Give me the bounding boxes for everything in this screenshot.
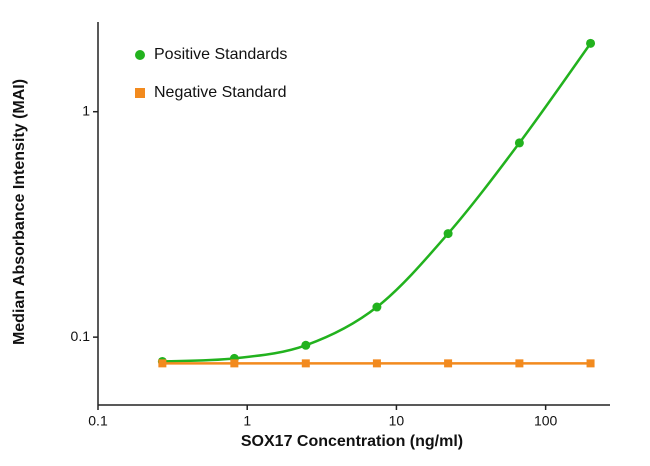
x-tick-label: 1	[243, 413, 251, 429]
marker	[158, 359, 167, 368]
x-tick-label: 10	[389, 413, 405, 429]
legend-label: Negative Standard	[154, 84, 287, 101]
marker	[301, 340, 311, 350]
marker	[443, 229, 453, 239]
y-axis-title: Median Absorbance Intensity (MAI)	[11, 79, 28, 345]
marker	[586, 359, 595, 368]
marker	[586, 38, 596, 48]
marker	[515, 359, 524, 368]
marker	[372, 302, 382, 312]
legend-label: Positive Standards	[154, 46, 287, 63]
marker	[444, 359, 453, 368]
marker	[230, 359, 239, 368]
y-tick-label: 1	[82, 102, 90, 118]
legend-marker	[135, 50, 145, 60]
y-tick-label: 0.1	[71, 328, 91, 344]
x-axis-title: SOX17 Concentration (ng/ml)	[241, 433, 463, 450]
marker	[372, 359, 381, 368]
legend-marker	[135, 88, 145, 98]
marker	[514, 138, 524, 148]
x-tick-label: 0.1	[88, 413, 108, 429]
marker	[301, 359, 310, 368]
x-tick-label: 100	[534, 413, 558, 429]
